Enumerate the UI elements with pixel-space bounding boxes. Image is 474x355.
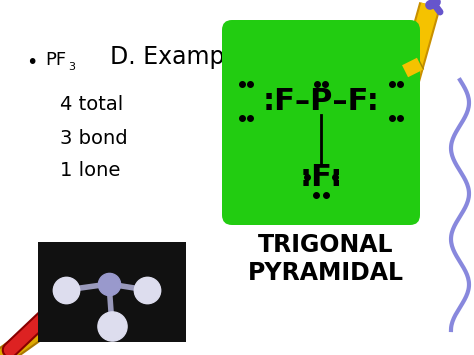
Text: D. Examples: D. Examples: [110, 45, 258, 69]
Text: PF: PF: [45, 51, 66, 69]
Text: 3: 3: [68, 62, 75, 72]
Text: TRIGONAL: TRIGONAL: [258, 233, 394, 257]
Text: •: •: [27, 53, 38, 71]
Text: PYRAMIDAL: PYRAMIDAL: [248, 261, 404, 285]
Text: 3 bond: 3 bond: [60, 129, 128, 147]
Text: :F–P–F:: :F–P–F:: [263, 87, 380, 116]
FancyBboxPatch shape: [222, 20, 420, 225]
Text: 1 lone: 1 lone: [60, 162, 120, 180]
Bar: [38, 242, 186, 342]
Text: :F:: :F:: [299, 164, 343, 192]
Text: 4 total: 4 total: [60, 95, 123, 115]
